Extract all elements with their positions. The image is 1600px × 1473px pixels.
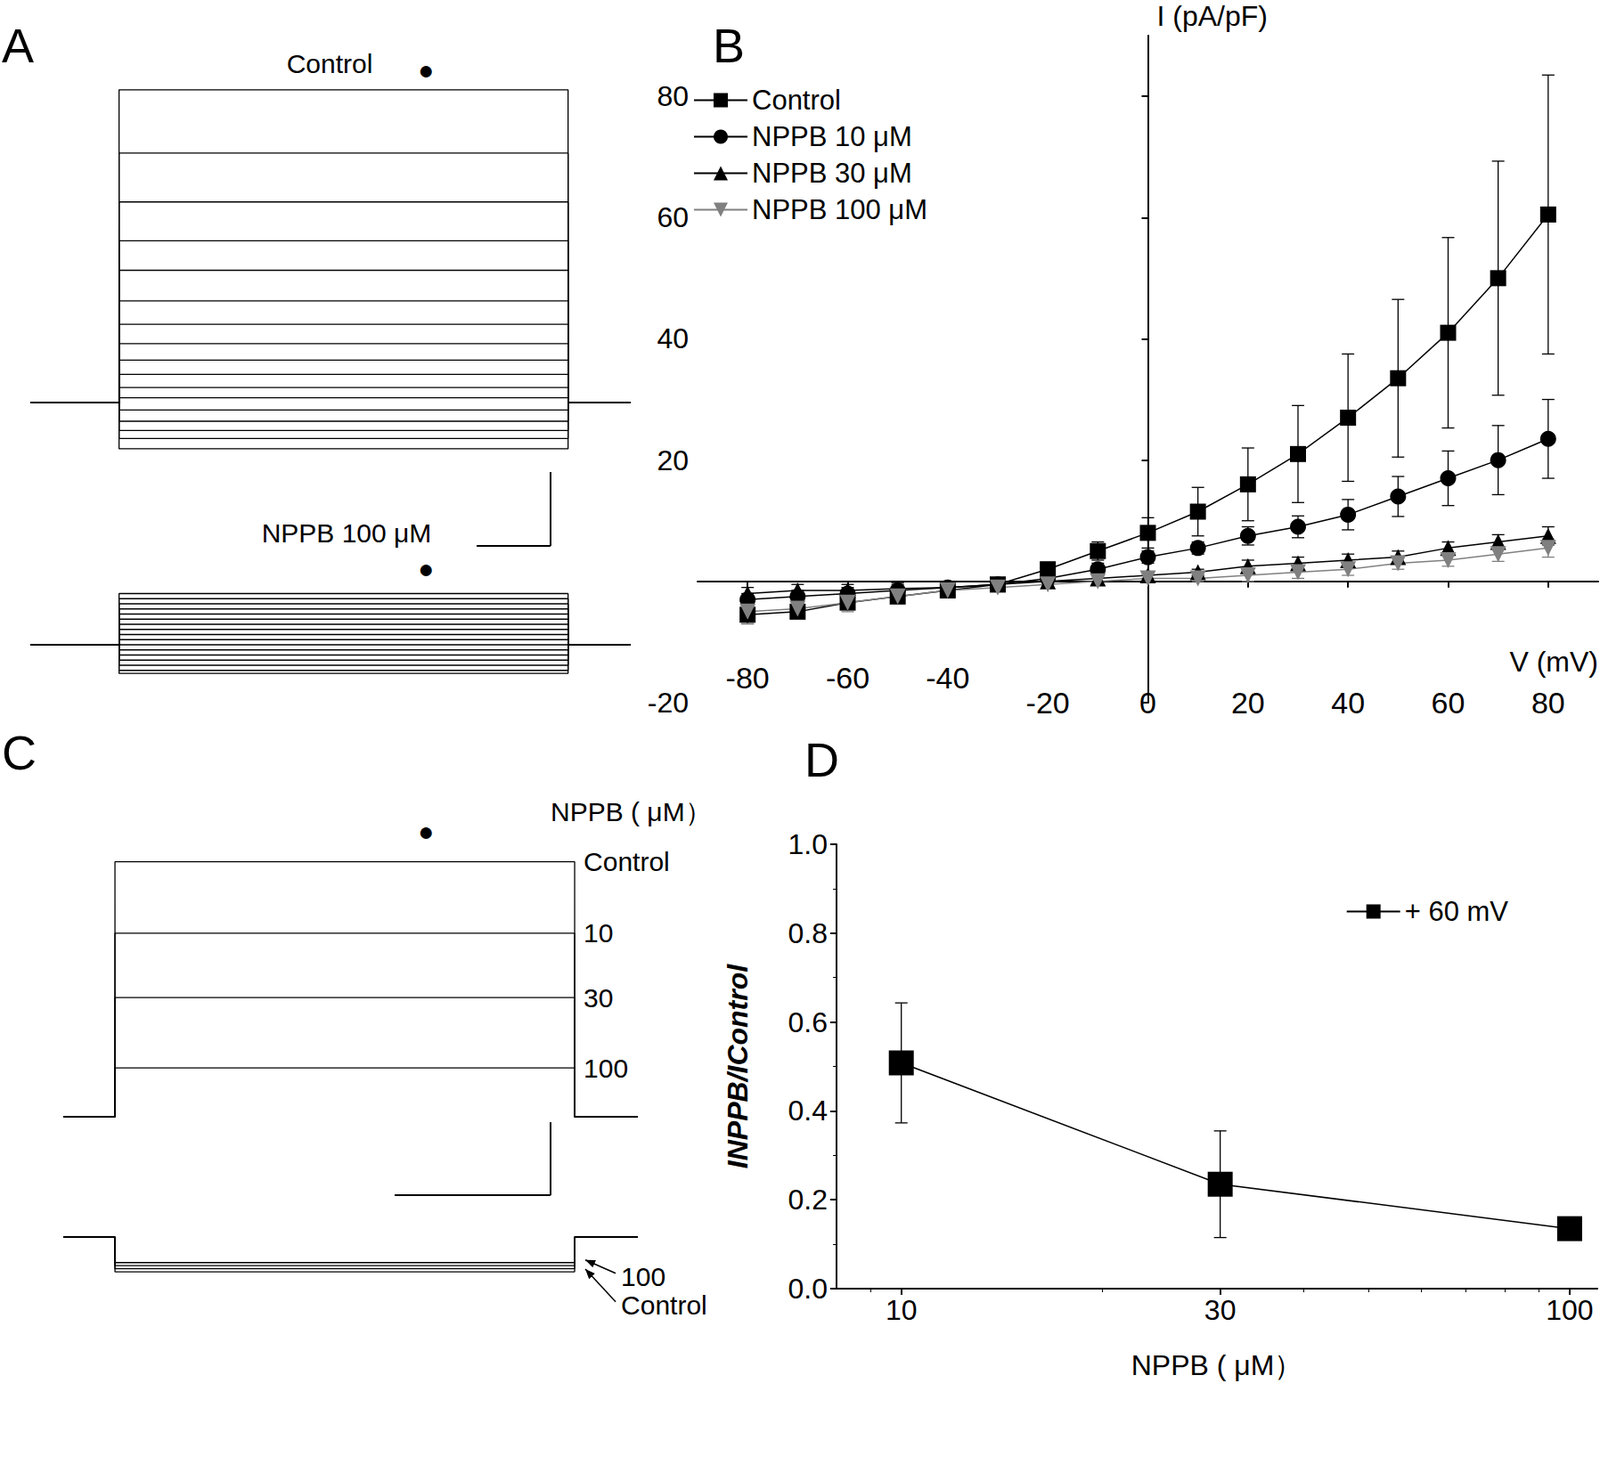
svg-text:1.0: 1.0 — [788, 828, 828, 861]
svg-text:100: 100 — [583, 1053, 629, 1084]
svg-text:NPPB ( μM）: NPPB ( μM） — [550, 797, 712, 827]
svg-text:100: 100 — [620, 1262, 666, 1292]
svg-text:30: 30 — [583, 983, 613, 1013]
svg-text:●: ● — [417, 554, 434, 584]
svg-text:NPPB 100 μM: NPPB 100 μM — [751, 194, 928, 226]
svg-text:A: A — [1, 18, 34, 73]
svg-text:0.2: 0.2 — [788, 1183, 828, 1217]
svg-text:Control: Control — [286, 48, 374, 79]
svg-text:0.8: 0.8 — [788, 917, 828, 950]
svg-text:NPPB 100 μM: NPPB 100 μM — [261, 518, 433, 548]
svg-text:40: 40 — [656, 322, 689, 355]
svg-text:60: 60 — [1431, 685, 1466, 720]
svg-text:-80: -80 — [726, 661, 770, 695]
svg-text:D: D — [804, 733, 840, 787]
svg-text:+ 60 mV: + 60 mV — [1404, 896, 1510, 928]
svg-text:I (pA/pF): I (pA/pF) — [1157, 0, 1268, 33]
svg-text:20: 20 — [656, 444, 689, 477]
svg-text:10: 10 — [583, 918, 613, 948]
svg-text:30: 30 — [1204, 1294, 1237, 1327]
svg-text:B: B — [712, 18, 745, 73]
svg-text:INPPB/IControl: INPPB/IControl — [721, 963, 754, 1169]
svg-text:80: 80 — [1531, 685, 1566, 720]
svg-text:V (mV): V (mV) — [1509, 645, 1599, 678]
svg-text:NPPB 10 μM: NPPB 10 μM — [751, 121, 913, 153]
svg-text:C: C — [1, 726, 37, 780]
svg-text:Control: Control — [751, 84, 841, 116]
svg-text:-20: -20 — [647, 686, 689, 719]
svg-text:60: 60 — [656, 201, 689, 234]
svg-text:100: 100 — [1545, 1294, 1593, 1327]
svg-text:40: 40 — [1330, 685, 1365, 720]
svg-text:NPPB ( μM）: NPPB ( μM） — [1131, 1349, 1304, 1382]
svg-text:●: ● — [417, 816, 434, 847]
svg-text:0.0: 0.0 — [788, 1273, 828, 1306]
svg-text:0.6: 0.6 — [788, 1006, 828, 1039]
svg-text:●: ● — [417, 55, 434, 85]
svg-text:20: 20 — [1231, 685, 1266, 720]
svg-text:80: 80 — [656, 80, 689, 113]
svg-text:NPPB 30 μM: NPPB 30 μM — [751, 157, 913, 189]
svg-text:Control: Control — [583, 847, 670, 877]
svg-text:0.4: 0.4 — [788, 1094, 828, 1127]
svg-text:-40: -40 — [925, 661, 970, 695]
svg-text:10: 10 — [885, 1294, 918, 1327]
svg-text:-60: -60 — [825, 661, 870, 695]
svg-text:-20: -20 — [1026, 685, 1070, 720]
svg-text:Control: Control — [620, 1290, 708, 1321]
svg-text:0: 0 — [1139, 685, 1157, 720]
